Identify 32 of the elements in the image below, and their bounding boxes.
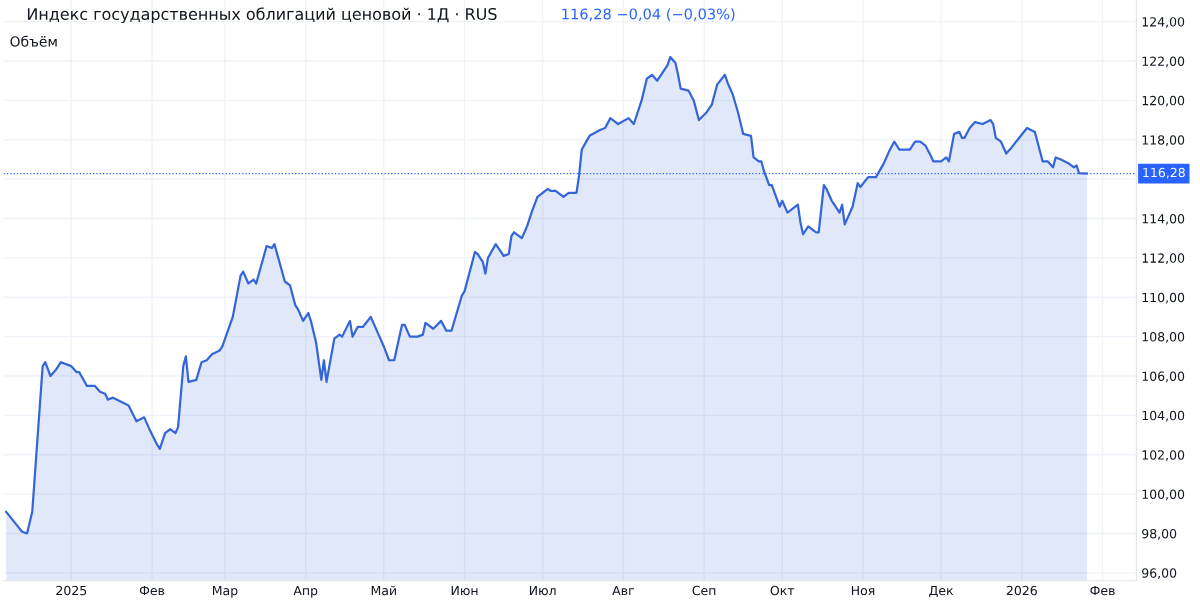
x-tick-label: Май: [371, 585, 396, 596]
ref-line-label: 116,28: [1143, 167, 1185, 179]
x-tick-label: Фев: [139, 585, 165, 596]
y-tick-label: 122,00: [1142, 56, 1185, 68]
x-tick-label: Апр: [293, 585, 318, 598]
x-tick-label: Июл: [529, 585, 556, 596]
y-tick-label: 96,00: [1142, 568, 1177, 580]
x-tick-label: 2025: [56, 585, 87, 596]
x-tick-label: 2026: [1006, 585, 1037, 596]
chart-title: Индекс государственных облигаций ценовой · 1Д · RUS: [27, 7, 497, 24]
y-tick-label: 102,00: [1142, 450, 1185, 461]
x-tick-label: Окт: [770, 585, 795, 596]
y-tick-label: 108,00: [1142, 332, 1185, 343]
y-tick-label: 112,00: [1142, 253, 1185, 265]
annotation: 116,28 −0,04 (−0,03%): [562, 8, 735, 22]
y-tick-label: 110,00: [1142, 292, 1185, 304]
y-tick-label: 114,00: [1142, 213, 1185, 225]
x-tick-label: Мар: [212, 585, 238, 598]
y-tick-label: 124,00: [1142, 17, 1185, 28]
y-tick-label: 118,00: [1142, 135, 1185, 146]
x-tick-label: Сеп: [692, 585, 716, 596]
annotation: Объём: [10, 35, 57, 47]
x-tick-label: Дек: [929, 585, 954, 598]
y-tick-label: 100,00: [1142, 489, 1185, 501]
x-tick-label: Ноя: [851, 585, 875, 596]
y-tick-label: 104,00: [1142, 410, 1185, 422]
x-tick-label: Авг: [612, 585, 635, 596]
x-tick-label: Июн: [451, 585, 478, 596]
x-tick-label: Фев: [1090, 585, 1115, 596]
y-tick-label: 98,00: [1142, 528, 1177, 540]
y-tick-label: 106,00: [1142, 371, 1185, 383]
y-tick-label: 120,00: [1142, 95, 1185, 107]
